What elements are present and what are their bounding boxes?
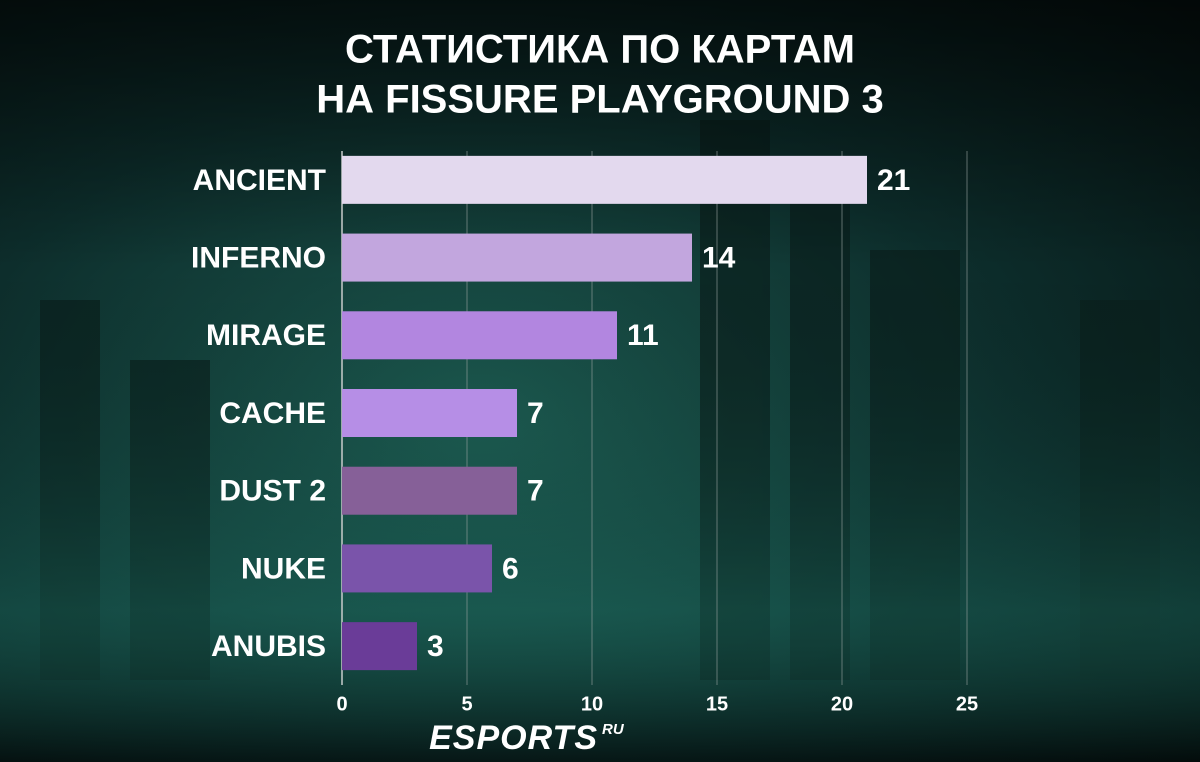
bar — [342, 311, 617, 360]
bar — [342, 155, 867, 204]
value-label: 7 — [527, 475, 544, 508]
y-tick-label: NUKE — [241, 552, 326, 585]
value-label: 14 — [702, 241, 736, 274]
y-tick-label: CACHE — [219, 397, 326, 430]
x-tick-label: 20 — [831, 693, 853, 715]
value-label: 3 — [427, 630, 444, 663]
x-tick-label: 25 — [956, 693, 978, 715]
value-label: 7 — [527, 397, 544, 430]
bar — [342, 389, 517, 437]
y-tick-label: ANUBIS — [211, 630, 326, 663]
bar — [342, 622, 417, 671]
logo-suffix: RU — [602, 721, 625, 738]
logo: ESPORTS RU — [429, 719, 625, 757]
chart-title: СТАТИСТИКА ПО КАРТАМ — [345, 28, 855, 72]
x-tick-label: 0 — [336, 693, 347, 715]
value-label: 11 — [627, 319, 659, 352]
bar — [342, 466, 517, 515]
bar — [342, 544, 492, 593]
value-label: 6 — [502, 552, 519, 585]
x-tick-label: 15 — [706, 693, 728, 715]
y-tick-label: DUST 2 — [219, 475, 326, 508]
logo-text: ESPORTS — [429, 719, 598, 757]
x-tick-label: 10 — [581, 693, 603, 715]
y-tick-label: ANCIENT — [193, 164, 326, 197]
bar — [342, 233, 692, 282]
chart-title: НА FISSURE PLAYGROUND 3 — [316, 78, 884, 122]
value-label: 21 — [877, 164, 910, 197]
y-tick-label: INFERNO — [191, 241, 326, 274]
y-tick-label: MIRAGE — [206, 319, 326, 352]
x-tick-label: 5 — [461, 693, 472, 715]
